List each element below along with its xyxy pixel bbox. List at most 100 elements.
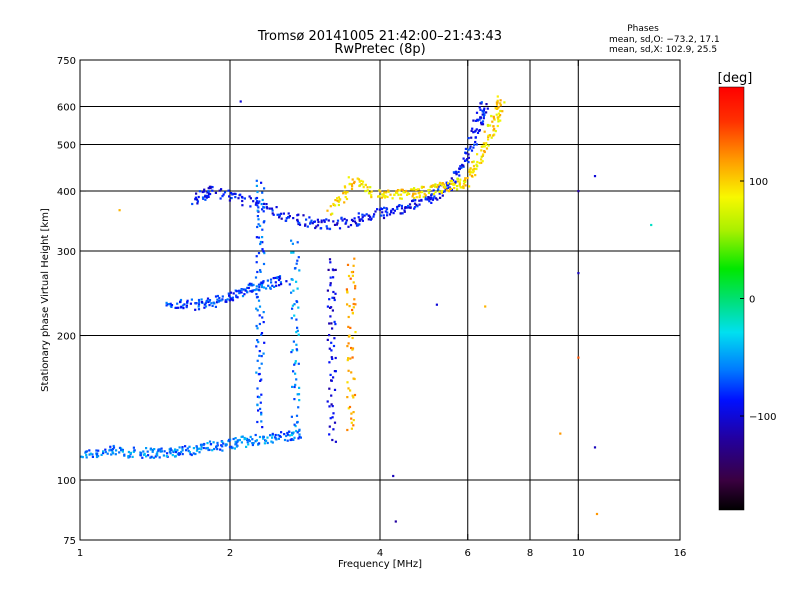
scatter-point xyxy=(295,378,298,381)
scatter-point xyxy=(329,213,333,216)
scatter-point xyxy=(485,111,488,114)
scatter-point xyxy=(196,200,199,203)
scatter-point xyxy=(498,115,501,118)
scatter-point xyxy=(328,433,331,436)
scatter-point xyxy=(467,156,470,159)
scatter-point xyxy=(261,282,264,285)
scatter-point xyxy=(274,276,277,279)
scatter-point xyxy=(333,337,336,340)
scatter-point xyxy=(255,200,259,203)
scatter-point xyxy=(112,452,115,455)
scatter-point xyxy=(251,289,254,292)
scatter-point xyxy=(340,216,343,219)
scatter-point xyxy=(215,301,219,304)
scatter-point xyxy=(496,99,499,102)
scatter-point xyxy=(160,450,163,453)
scatter-point xyxy=(493,127,496,131)
scatter-point xyxy=(181,453,184,456)
scatter-point xyxy=(265,203,268,206)
scatter-point xyxy=(314,226,317,230)
scatter-point xyxy=(485,147,489,150)
scatter-point xyxy=(249,290,252,293)
scatter-point xyxy=(337,196,340,199)
scatter-point xyxy=(325,218,328,221)
scatter-point xyxy=(310,219,313,222)
scatter-point xyxy=(261,248,264,251)
scatter-point xyxy=(470,129,473,132)
scatter-point xyxy=(162,454,165,457)
scatter-point xyxy=(198,451,201,454)
scatter-point xyxy=(364,183,367,186)
scatter-point xyxy=(208,304,211,307)
scatter-point xyxy=(202,197,205,200)
scatter-point xyxy=(221,195,224,198)
scatter-point xyxy=(294,362,297,365)
scatter-point xyxy=(399,212,402,215)
scatter-point xyxy=(350,427,353,430)
scatter-point xyxy=(496,124,499,128)
scatter-point xyxy=(409,188,413,191)
scatter-point xyxy=(492,117,496,120)
scatter-point xyxy=(258,286,261,289)
scatter-point xyxy=(181,446,184,449)
scatter-point xyxy=(374,210,377,213)
scatter-point xyxy=(260,393,263,396)
scatter-point xyxy=(112,444,115,448)
scatter-point xyxy=(459,165,462,168)
scatter-point xyxy=(288,434,291,437)
scatter-point xyxy=(476,153,479,156)
scatter-point xyxy=(259,401,262,404)
scatter-point xyxy=(487,144,490,147)
scatter-point xyxy=(481,113,484,116)
scatter-point xyxy=(387,189,390,192)
scatter-point xyxy=(472,164,476,168)
scatter-point xyxy=(262,205,265,209)
y-axis-label: Stationary phase Virtual Height [km] xyxy=(40,208,51,392)
scatter-point xyxy=(467,137,470,140)
scatter-point xyxy=(331,296,334,299)
scatter-point xyxy=(437,188,440,191)
scatter-point xyxy=(256,204,259,207)
scatter-point xyxy=(331,327,334,330)
scatter-point xyxy=(296,393,299,396)
scatter-point xyxy=(447,182,450,185)
scatter-point xyxy=(261,285,264,289)
scatter-point xyxy=(118,451,121,454)
scatter-point xyxy=(194,197,197,201)
scatter-point xyxy=(482,153,485,156)
scatter-point xyxy=(474,140,477,144)
scatter-point xyxy=(496,101,499,104)
scatter-point xyxy=(277,434,280,437)
scatter-point xyxy=(255,371,258,374)
scatter-point xyxy=(490,136,493,139)
scatter-point xyxy=(352,302,355,306)
scatter-point xyxy=(348,305,351,308)
scatter-point xyxy=(216,441,219,444)
scatter-point xyxy=(236,296,239,299)
scatter-point xyxy=(235,294,238,297)
scatter-point xyxy=(297,393,301,396)
scatter-point xyxy=(399,197,402,200)
scatter-point xyxy=(195,192,198,195)
scatter-point xyxy=(290,251,293,254)
scatter-point xyxy=(448,182,451,185)
scatter-point xyxy=(492,129,495,132)
scatter-point xyxy=(147,454,150,457)
scatter-point xyxy=(291,278,294,281)
scatter-point xyxy=(273,285,276,288)
scatter-point xyxy=(197,305,200,308)
scatter-point xyxy=(383,196,387,199)
scatter-point xyxy=(186,301,189,304)
y-tick-label: 400 xyxy=(57,187,76,198)
scatter-point xyxy=(260,378,263,381)
scatter-point xyxy=(243,197,246,200)
scatter-point xyxy=(255,236,258,239)
scatter-point xyxy=(143,452,146,455)
scatter-point xyxy=(201,196,205,199)
scatter-point xyxy=(432,197,435,200)
scatter-point xyxy=(559,432,562,435)
scatter-point xyxy=(452,179,455,182)
scatter-point xyxy=(392,474,395,478)
scatter-point xyxy=(351,311,354,314)
scatter-point xyxy=(196,202,199,205)
